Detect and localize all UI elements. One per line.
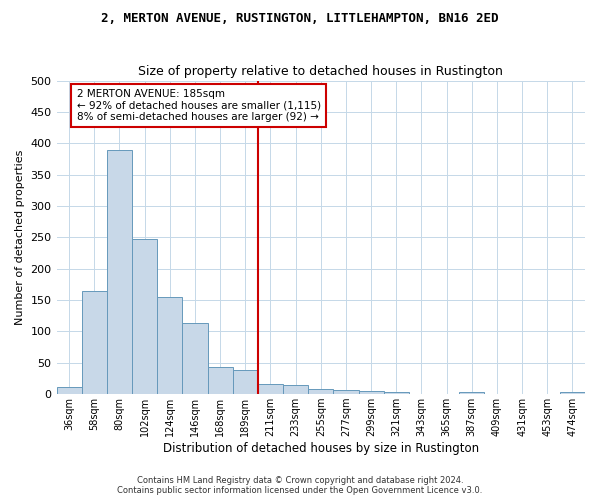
Bar — [182, 324, 208, 394]
Bar — [459, 392, 484, 394]
Bar — [334, 390, 359, 394]
Bar — [157, 297, 182, 394]
Title: Size of property relative to detached houses in Rustington: Size of property relative to detached ho… — [139, 65, 503, 78]
Bar — [132, 239, 157, 394]
Bar — [359, 391, 383, 394]
Bar — [56, 388, 82, 394]
Text: 2 MERTON AVENUE: 185sqm
← 92% of detached houses are smaller (1,115)
8% of semi-: 2 MERTON AVENUE: 185sqm ← 92% of detache… — [77, 88, 321, 122]
Bar — [308, 388, 334, 394]
X-axis label: Distribution of detached houses by size in Rustington: Distribution of detached houses by size … — [163, 442, 479, 455]
Text: 2, MERTON AVENUE, RUSTINGTON, LITTLEHAMPTON, BN16 2ED: 2, MERTON AVENUE, RUSTINGTON, LITTLEHAMP… — [101, 12, 499, 26]
Bar — [233, 370, 258, 394]
Bar — [383, 392, 409, 394]
Y-axis label: Number of detached properties: Number of detached properties — [15, 150, 25, 325]
Bar — [208, 367, 233, 394]
Bar — [283, 386, 308, 394]
Bar — [107, 150, 132, 394]
Bar — [82, 290, 107, 394]
Bar — [258, 384, 283, 394]
Bar — [560, 392, 585, 394]
Text: Contains HM Land Registry data © Crown copyright and database right 2024.
Contai: Contains HM Land Registry data © Crown c… — [118, 476, 482, 495]
